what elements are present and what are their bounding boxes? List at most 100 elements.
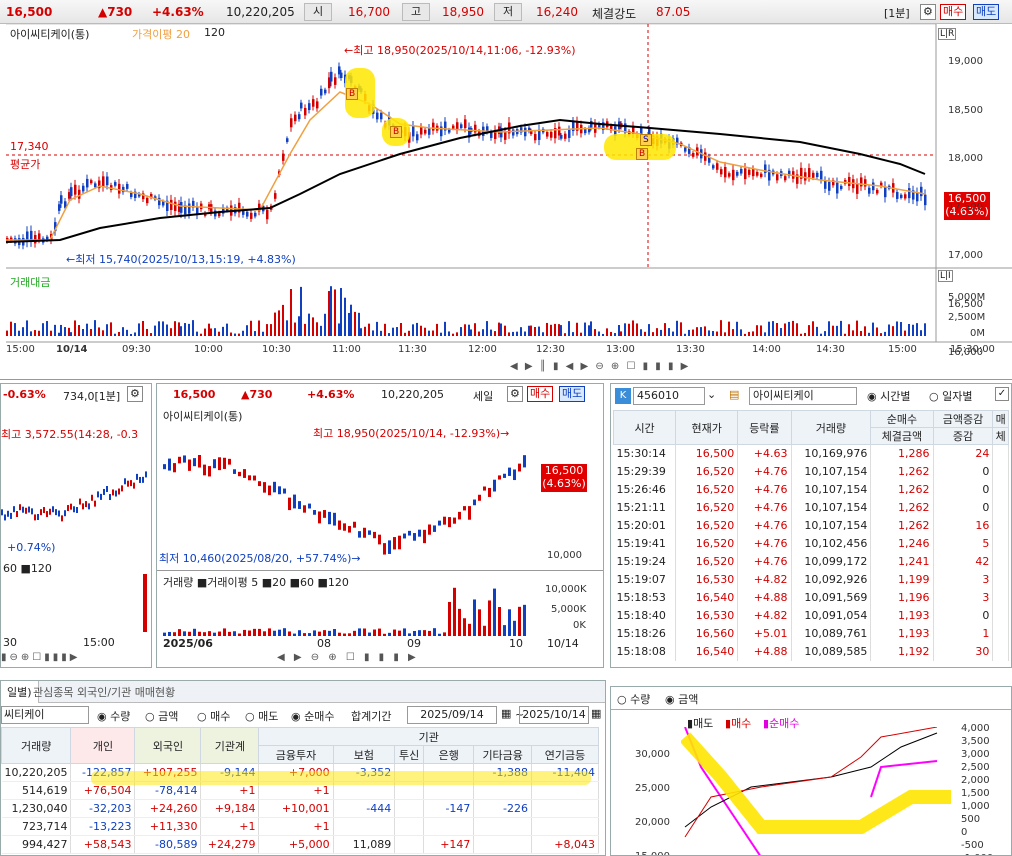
radio-net[interactable]: ◉ 순매수 bbox=[291, 710, 335, 723]
radio-time[interactable]: ◉ 시간별 bbox=[867, 390, 911, 403]
gear-icon[interactable]: ⚙ bbox=[507, 386, 523, 402]
volume-bar bbox=[200, 333, 202, 336]
tab-watchlist[interactable]: 관심종목 외국인/기관 매매현황 bbox=[33, 686, 176, 699]
interval-selector[interactable]: [1분] bbox=[884, 7, 910, 20]
candle bbox=[736, 171, 739, 176]
volume-bar bbox=[904, 330, 906, 336]
table-row[interactable]: 723,714 -13,223 +11,330 +1 +1 bbox=[1, 817, 600, 836]
table-row[interactable]: 994,427 +58,543 -80,589 +24,279 +5,000 11,089… bbox=[1, 835, 600, 854]
date-to[interactable]: 2025/10/14 bbox=[519, 706, 589, 724]
k-icon[interactable]: K bbox=[615, 388, 631, 404]
daily-candle bbox=[163, 464, 166, 470]
table-cell: +5,000 bbox=[258, 835, 334, 854]
vol-tick: 0M bbox=[970, 328, 985, 339]
table-row[interactable]: 15:26:46 16,520 +4.76 10,107,154 1,262 0 bbox=[613, 480, 1009, 499]
table-row[interactable]: 15:20:01 16,520 +4.76 10,107,154 1,262 16 bbox=[613, 516, 1009, 535]
daily-chart-canvas bbox=[163, 454, 526, 555]
table-cell bbox=[531, 799, 600, 818]
candle bbox=[576, 121, 579, 131]
flow-radio-qty[interactable]: ○ 수량 bbox=[617, 693, 651, 706]
checkbox[interactable]: ✓ bbox=[995, 387, 1009, 401]
table-row[interactable]: 15:19:07 16,530 +4.82 10,092,926 1,199 3 bbox=[613, 570, 1009, 589]
volume-bar bbox=[166, 324, 168, 336]
date-from[interactable]: 2025/09/14 bbox=[407, 706, 497, 724]
investor-stock-name[interactable]: 씨티케이 bbox=[1, 706, 89, 724]
chart-scroll-controls[interactable]: ◀ ▶ ║ ▮ ◀ ▶ ⊖ ⊕ ☐ ▮ ▮ ▮ ▶ bbox=[510, 361, 691, 372]
daily-candle bbox=[443, 516, 446, 525]
table-row[interactable]: 15:19:41 16,520 +4.76 10,102,456 1,246 5 bbox=[613, 534, 1009, 553]
candle bbox=[828, 182, 831, 191]
daily-volume-bar bbox=[348, 633, 351, 636]
table-row[interactable]: 15:30:14 16,500 +4.63 10,169,976 1,286 24 bbox=[613, 444, 1009, 463]
table-row[interactable]: 15:21:11 16,520 +4.76 10,107,154 1,262 0 bbox=[613, 498, 1009, 517]
volume-bar bbox=[656, 328, 658, 336]
volume-bar bbox=[828, 321, 830, 336]
radio-day[interactable]: ○ 일자별 bbox=[929, 390, 973, 403]
volume-bar bbox=[728, 321, 730, 336]
volume-bar bbox=[696, 327, 698, 336]
gear-icon[interactable]: ⚙ bbox=[127, 386, 143, 402]
chevron-down-icon[interactable]: ⌄ bbox=[707, 388, 717, 401]
radio-buy[interactable]: ○ 매수 bbox=[197, 710, 231, 723]
daily-volume-bar bbox=[263, 631, 266, 636]
mini-scroll[interactable]: ▮⊖⊕☐▮▮▮▶ bbox=[1, 652, 81, 663]
daily-volume-bar bbox=[493, 588, 496, 636]
daily-candle bbox=[333, 512, 336, 526]
tab-daily[interactable]: 일별) bbox=[1, 681, 39, 703]
candle bbox=[300, 102, 303, 109]
table-row[interactable]: 1,230,040 -32,203 +24,260 +9,184 +10,001 -444… bbox=[1, 799, 600, 818]
table-row[interactable]: 15:29:39 16,520 +4.76 10,107,154 1,262 0 bbox=[613, 462, 1009, 481]
volume-bar bbox=[78, 325, 80, 336]
radio-net-label: 순매수 bbox=[304, 710, 335, 723]
main-xtick: 15:00 bbox=[888, 344, 917, 355]
th-amt-change[interactable]: 금액증감 bbox=[932, 410, 994, 428]
table-row[interactable]: 15:18:53 16,540 +4.88 10,091,569 1,196 3 bbox=[613, 588, 1009, 607]
vol-lir-toggle[interactable]: L|I bbox=[938, 270, 953, 282]
flow-radio-amt[interactable]: ◉ 금액 bbox=[665, 693, 699, 706]
candle bbox=[304, 107, 307, 116]
search-icon[interactable]: ▤ bbox=[729, 388, 740, 401]
calendar-icon[interactable]: ▦ bbox=[591, 707, 602, 720]
candle bbox=[568, 129, 571, 138]
daily-candle bbox=[403, 533, 406, 539]
table-row[interactable]: 15:19:24 16,520 +4.76 10,099,172 1,241 42 bbox=[613, 552, 1009, 571]
drawing-tools[interactable] bbox=[950, 64, 1000, 244]
daily-scroll[interactable]: ◀ ▶ ⊖ ⊕ ☐ ▮ ▮ ▮ ▶ bbox=[277, 652, 419, 663]
buy-button[interactable]: 매수 bbox=[527, 386, 554, 402]
volume-bar bbox=[130, 333, 132, 336]
volume-bar bbox=[368, 323, 370, 336]
main-ytick: 16,000 bbox=[948, 347, 983, 358]
volume-bar bbox=[424, 327, 426, 336]
volume-bar bbox=[720, 320, 722, 336]
sell-button[interactable]: 매도 bbox=[973, 4, 1000, 20]
table-cell-empty bbox=[992, 606, 1009, 625]
code-input[interactable]: 456010 bbox=[633, 387, 705, 405]
mini-candle bbox=[100, 493, 102, 500]
gear-icon[interactable]: ⚙ bbox=[920, 4, 936, 20]
buy-button[interactable]: 매수 bbox=[940, 4, 967, 20]
lir-toggle[interactable]: L|R bbox=[938, 28, 957, 40]
candle bbox=[166, 200, 169, 212]
volume-bar bbox=[764, 332, 766, 336]
table-cell: -444 bbox=[333, 799, 396, 818]
daily-ytick: 10,000 bbox=[547, 550, 582, 561]
radio-sell[interactable]: ○ 매도 bbox=[245, 710, 279, 723]
volume-bar bbox=[360, 328, 362, 336]
radio-amt[interactable]: ○ 금액 bbox=[145, 710, 179, 723]
table-row[interactable]: 15:18:08 16,540 +4.88 10,089,585 1,192 30 bbox=[613, 642, 1009, 661]
candle bbox=[812, 172, 815, 178]
volume-bar bbox=[204, 328, 206, 336]
mini-candle bbox=[133, 482, 135, 489]
table-row[interactable]: 15:18:26 16,560 +5.01 10,089,761 1,193 1 bbox=[613, 624, 1009, 643]
table-row[interactable]: 514,619 +76,504 -78,414 +1 +1 bbox=[1, 781, 600, 800]
th-bank: 은행 bbox=[423, 745, 475, 764]
daily-volume-bar bbox=[163, 632, 166, 636]
radio-qty[interactable]: ◉ 수량 bbox=[97, 710, 131, 723]
mini-candle bbox=[103, 488, 105, 495]
calendar-icon[interactable]: ▦ bbox=[501, 707, 512, 720]
daily-candle bbox=[468, 506, 471, 520]
daily-interval[interactable]: 세일 bbox=[473, 390, 494, 403]
candle bbox=[290, 118, 293, 128]
table-row[interactable]: 15:18:40 16,530 +4.82 10,091,054 1,193 0 bbox=[613, 606, 1009, 625]
sell-button[interactable]: 매도 bbox=[559, 386, 586, 402]
